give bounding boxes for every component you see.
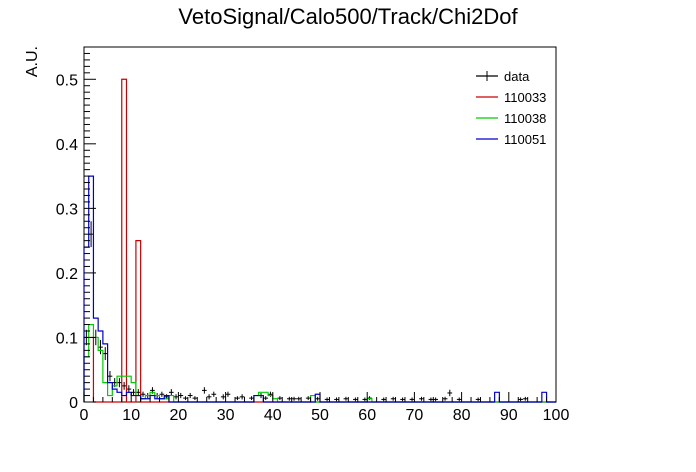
y-tick-label: 0.1	[56, 330, 78, 347]
x-tick-label: 0	[80, 407, 89, 424]
y-tick-label: 0.4	[56, 137, 78, 154]
x-tick-label: 50	[311, 407, 329, 424]
axis-layer: 0 10 20 30 40 50 60 70 80 90 100 0 0.1 0.2 0.3 0.4 0.5	[56, 46, 570, 424]
legend-label-110033: 110033	[504, 90, 546, 105]
chart-title: VetoSignal/Calo500/Track/Chi2Dof	[178, 4, 518, 29]
x-tick-label: 100	[543, 407, 570, 424]
x-tick-label: 20	[170, 407, 188, 424]
x-tick-label: 30	[217, 407, 235, 424]
x-tick-label: 10	[122, 407, 140, 424]
x-tick-label: 40	[264, 407, 282, 424]
x-tick-label: 90	[500, 407, 518, 424]
legend: data 110033 110038 110051	[476, 69, 546, 147]
x-tick-label: 70	[406, 407, 424, 424]
series-110051-histogram	[83, 175, 556, 403]
y-tick-label: 0	[69, 395, 78, 412]
y-tick-label: 0.2	[56, 266, 78, 283]
series-data-points	[84, 221, 528, 402]
y-tick-label: 0.5	[56, 72, 78, 89]
legend-label-110038: 110038	[504, 111, 546, 126]
x-tick-label: 80	[453, 407, 471, 424]
x-tick-label: 60	[358, 407, 376, 424]
y-tick-label: 0.3	[56, 201, 78, 218]
y-axis-title: A.U.	[24, 46, 41, 77]
series-layer	[83, 78, 556, 403]
legend-label-data: data	[504, 69, 530, 84]
legend-label-110051: 110051	[504, 132, 546, 147]
